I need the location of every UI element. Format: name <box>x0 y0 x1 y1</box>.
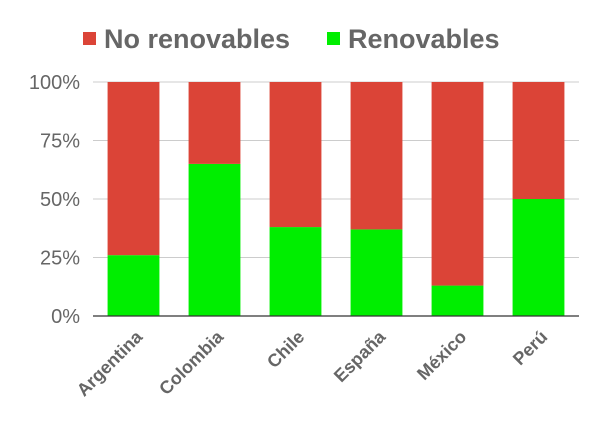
y-tick-label: 0% <box>51 306 80 328</box>
legend-label-no-renovables: No renovables <box>104 24 290 54</box>
bar-espana-renovables <box>350 229 403 316</box>
bar-peru-no-renovables <box>512 82 565 199</box>
legend-swatch-no-renovables <box>83 32 96 45</box>
x-tick-label-chile: Chile <box>263 327 308 372</box>
x-tick-label-argentina: Argentina <box>73 326 147 400</box>
legend: No renovables Renovables <box>83 24 500 54</box>
x-tick-label-peru: Perú <box>509 327 551 369</box>
bar-chile-renovables <box>269 227 322 316</box>
y-tick-label: 25% <box>40 248 80 270</box>
y-tick-label: 75% <box>40 131 80 153</box>
bar-peru-renovables <box>512 199 565 316</box>
legend-label-renovables: Renovables <box>348 24 500 54</box>
y-tick-label: 100% <box>29 72 80 94</box>
x-tick-label-colombia: Colombia <box>155 326 228 399</box>
legend-swatch-renovables <box>327 32 340 45</box>
x-axis-labels: Argentina Colombia Chile España México Perú <box>73 326 552 400</box>
bar-mexico-renovables <box>431 285 484 316</box>
bar-argentina-no-renovables <box>107 82 160 256</box>
x-tick-label-mexico: México <box>413 327 470 384</box>
bar-mexico-no-renovables <box>431 82 484 286</box>
bar-colombia-no-renovables <box>188 82 241 164</box>
bar-chile-no-renovables <box>269 82 322 228</box>
bar-espana-no-renovables <box>350 82 403 230</box>
bar-colombia-renovables <box>188 163 241 316</box>
gridlines <box>93 81 579 258</box>
y-tick-label: 50% <box>40 189 80 211</box>
bar-argentina-renovables <box>107 255 160 316</box>
x-tick-label-espana: España <box>330 326 390 386</box>
bars <box>107 82 565 316</box>
y-axis-ticks: 0% 25% 50% 75% 100% <box>29 72 80 328</box>
